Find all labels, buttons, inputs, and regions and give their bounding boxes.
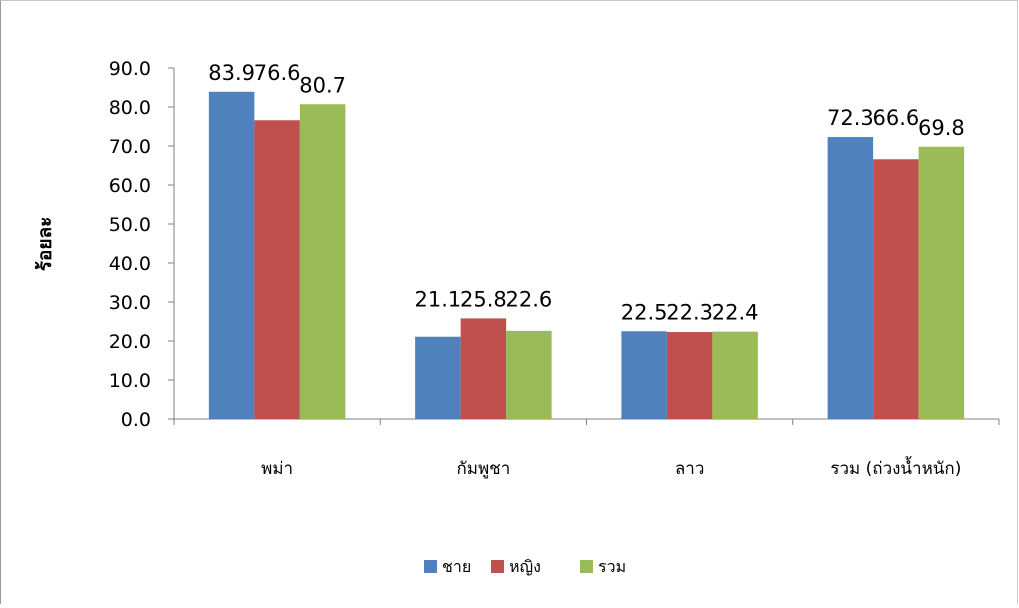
y-tick-label: 10.0: [109, 370, 151, 392]
data-label: 22.4: [712, 301, 759, 325]
y-tick-label: 20.0: [109, 331, 151, 353]
legend-label: รวม: [598, 557, 626, 576]
legend-swatch: [491, 560, 504, 573]
bar: [299, 104, 346, 420]
x-category-label: พม่า: [261, 459, 293, 479]
y-tick-label: 70.0: [109, 136, 151, 158]
y-tick-label: 60.0: [109, 175, 151, 197]
data-label: 72.3: [827, 106, 874, 130]
legend-label: ชาย: [442, 557, 471, 576]
bar: [873, 159, 919, 419]
x-category-label: กัมพูชา: [456, 459, 510, 479]
bar: [254, 120, 300, 419]
data-label: 66.6: [872, 106, 919, 130]
data-label: 22.6: [505, 287, 552, 311]
data-label: 83.9: [208, 61, 255, 85]
bar: [712, 331, 758, 419]
bar: [460, 318, 507, 419]
bar: [415, 336, 461, 419]
y-tick-label: 90.0: [109, 58, 151, 80]
y-axis-title: ร้อยละ: [34, 217, 56, 272]
bars: [208, 91, 965, 420]
data-label: 21.1: [414, 287, 461, 311]
y-tick-label: 0.0: [121, 409, 151, 431]
data-label: 22.3: [666, 301, 713, 325]
data-labels: 83.976.680.7 21.125.822.6 22.522.322.4 72.3…: [208, 61, 965, 325]
bar: [666, 332, 713, 419]
legend-label: หญิง: [509, 557, 541, 576]
bar: [208, 91, 255, 419]
data-label: 80.7: [299, 73, 346, 97]
y-tick-label: 40.0: [109, 253, 151, 275]
bar: [506, 330, 552, 419]
y-axis-title-group: ร้อยละ: [34, 217, 56, 272]
y-tick-label: 80.0: [109, 97, 151, 119]
data-label: 76.6: [254, 61, 301, 85]
y-tick-label: 30.0: [109, 292, 151, 314]
data-label: 22.5: [621, 300, 668, 324]
legend-swatch: [580, 560, 593, 573]
x-category-label: ลาว: [675, 459, 705, 479]
bar: [827, 137, 874, 419]
legend: ชาย หญิง รวม: [424, 557, 626, 576]
data-label: 25.8: [460, 287, 507, 311]
y-tick-label: 50.0: [109, 214, 151, 236]
bar: [621, 331, 667, 419]
data-label: 69.8: [918, 116, 965, 140]
legend-swatch: [424, 560, 437, 573]
axes: 0.0 10.0 20.0 30.0 40.0 50.0 60.0 70.0 80.0 90.0 พ…: [109, 58, 1000, 479]
x-category-label: รวม (ถ่วงน้ำหนัก): [830, 456, 961, 479]
bar: [918, 146, 965, 419]
